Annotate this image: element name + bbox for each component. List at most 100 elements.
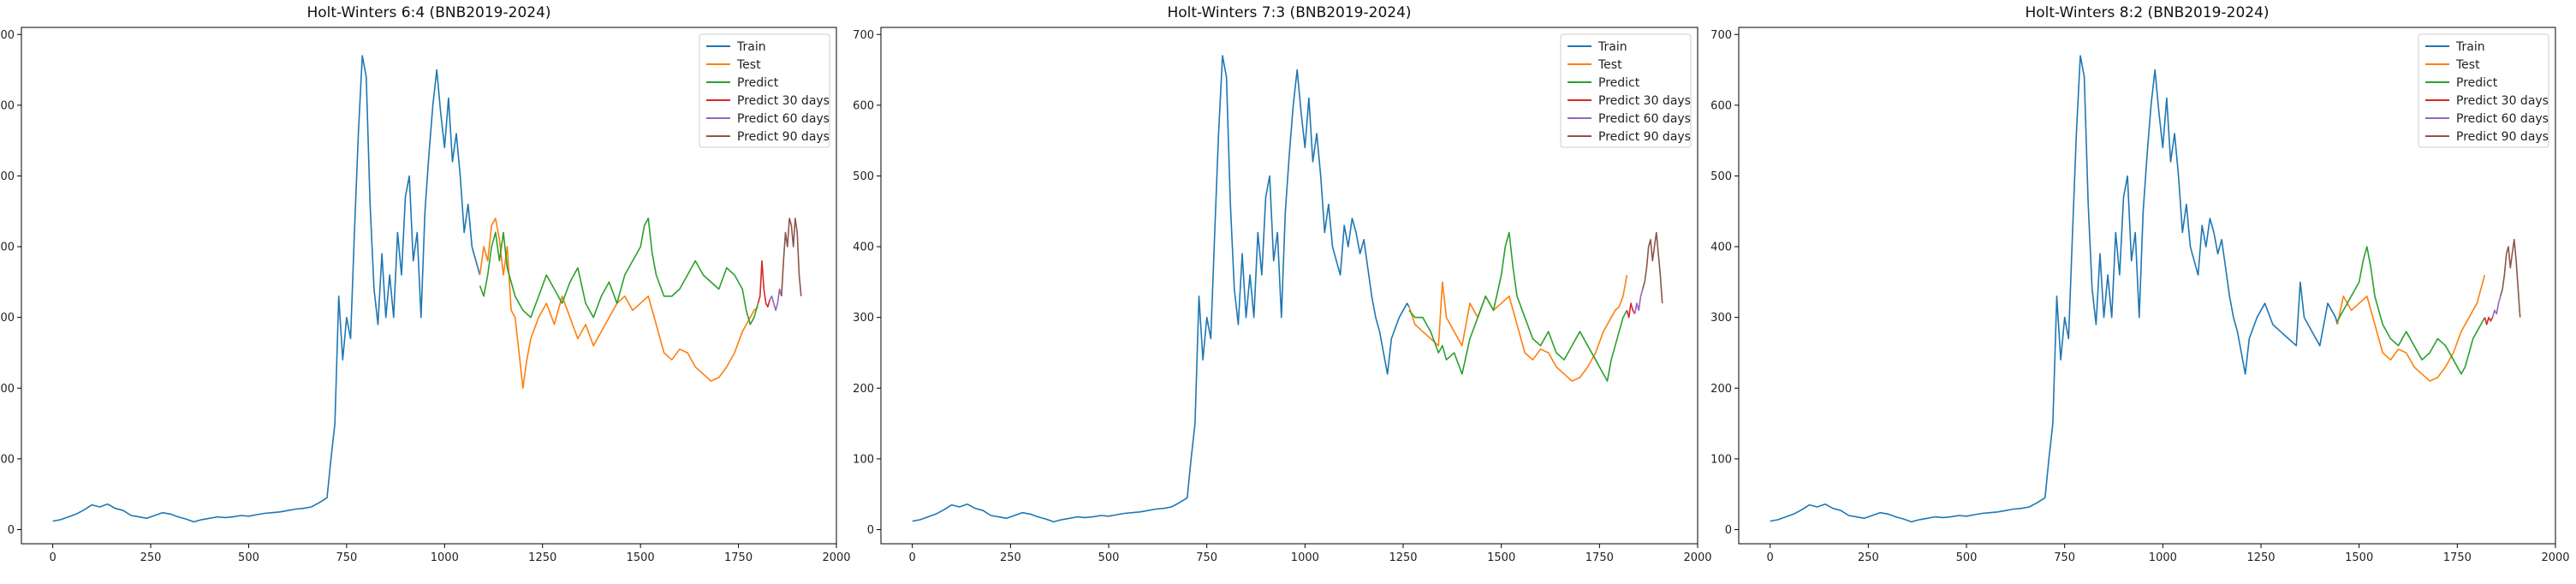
- chart-panel-2: Holt-Winters 7:3 (BNB2019-2024) 0 250 500 75…: [853, 4, 1711, 564]
- y-tick-label: 500: [853, 170, 874, 183]
- y-tick-label: 200: [0, 383, 15, 396]
- legend-label: Train: [1597, 40, 1627, 54]
- x-tick-label: 750: [2054, 551, 2075, 564]
- x-tick-label: 250: [140, 551, 162, 564]
- series-group: [1770, 55, 2521, 523]
- x-tick-label: 2000: [822, 551, 850, 564]
- legend-label: Predict 90 days: [737, 130, 830, 144]
- series-line-predict-90-days: [2500, 238, 2521, 318]
- legend-label: Test: [736, 58, 761, 72]
- series-line-predict-60-days: [1633, 289, 1644, 314]
- y-tick-label: 0: [1725, 524, 1732, 537]
- legend-label: Predict 30 days: [2456, 94, 2549, 108]
- y-tick-label: 700: [1710, 29, 1732, 42]
- y-tick-label: 500: [1710, 170, 1732, 183]
- y-tick-label: 0: [8, 524, 15, 537]
- y-tick-label: 300: [1710, 312, 1732, 325]
- x-tick-label: 1250: [528, 551, 556, 564]
- x-tick-label: 250: [1858, 551, 1879, 564]
- x-tick-label: 1000: [431, 551, 459, 564]
- legend-label: Predict 60 days: [737, 112, 830, 126]
- x-tick-label: 750: [1196, 551, 1217, 564]
- legend-label: Predict: [1598, 76, 1640, 90]
- plot-frame: [1738, 27, 2556, 545]
- series-line-train: [912, 55, 1410, 523]
- plot-frame: [880, 27, 1698, 545]
- y-tick-label: 600: [853, 99, 874, 112]
- series-line-train: [1770, 55, 2339, 523]
- x-tick-label: 1000: [2149, 551, 2177, 564]
- legend-label: Predict: [2456, 76, 2498, 90]
- y-tick-label: 500: [0, 170, 15, 183]
- x-tick-label: 1750: [724, 551, 753, 564]
- series-line-predict-90-days: [1642, 231, 1663, 304]
- chart-title: Holt-Winters 8:2 (BNB2019-2024): [2025, 4, 2269, 21]
- series-line-predict: [1408, 231, 1628, 382]
- series-line-train: [52, 55, 481, 523]
- series-line-test: [2336, 274, 2486, 382]
- legend-label: Predict 30 days: [737, 94, 830, 108]
- legend-label: Test: [2455, 58, 2480, 72]
- legend-box: [699, 33, 830, 148]
- y-tick-label: 100: [0, 453, 15, 466]
- x-tick-label: 1250: [1389, 551, 1417, 564]
- legend-label: Predict 90 days: [2456, 130, 2549, 144]
- y-tick-label: 100: [853, 453, 874, 466]
- y-tick-label: 0: [867, 524, 874, 537]
- x-tick-label: 500: [1956, 551, 1978, 564]
- series-group: [52, 55, 802, 523]
- series-line-predict-90-days: [781, 218, 802, 296]
- plot-frame: [21, 27, 837, 545]
- series-line-predict-30-days: [1626, 302, 1636, 319]
- series-line-test: [1408, 274, 1628, 382]
- x-tick-label: 0: [49, 551, 56, 564]
- legend-label: Predict 60 days: [2456, 112, 2549, 126]
- y-tick-label: 100: [1710, 453, 1732, 466]
- y-tick-label: 600: [1710, 99, 1732, 112]
- x-tick-label: 500: [1098, 551, 1120, 564]
- y-tick-label: 400: [1710, 241, 1732, 254]
- legend: Train Test Predict Predict 30 days Predict 6…: [699, 33, 830, 148]
- chart-panel-1: Holt-Winters 6:4 (BNB2019-2024) 0 250 500 75…: [0, 4, 851, 564]
- series-line-predict: [479, 218, 759, 325]
- x-tick-label: 2000: [1683, 551, 1711, 564]
- chart-title: Holt-Winters 6:4 (BNB2019-2024): [306, 4, 550, 21]
- y-tick-label: 300: [0, 312, 15, 325]
- x-tick-label: 1250: [2246, 551, 2275, 564]
- x-tick-label: 250: [1000, 551, 1021, 564]
- chart-title: Holt-Winters 7:3 (BNB2019-2024): [1167, 4, 1411, 21]
- y-tick-label: 200: [1710, 383, 1732, 396]
- legend-label: Train: [2455, 40, 2485, 54]
- legend: Train Test Predict Predict 30 days Predict 6…: [1560, 33, 1692, 148]
- y-tick-label: 200: [853, 383, 874, 396]
- x-tick-label: 1000: [1291, 551, 1319, 564]
- y-tick-label: 400: [0, 241, 15, 254]
- y-tick-label: 700: [0, 29, 15, 42]
- legend-label: Predict 90 days: [1598, 130, 1691, 144]
- x-tick-label: 750: [336, 551, 357, 564]
- series-line-predict: [2336, 246, 2486, 375]
- x-tick-label: 1750: [1585, 551, 1614, 564]
- x-tick-label: 500: [238, 551, 259, 564]
- series-line-predict-30-days: [757, 259, 770, 308]
- legend-label: Predict: [737, 76, 779, 90]
- y-tick-label: 300: [853, 312, 874, 325]
- x-tick-label: 2000: [2541, 551, 2569, 564]
- legend-label: Train: [736, 40, 766, 54]
- x-tick-label: 1750: [2443, 551, 2472, 564]
- series-line-predict-60-days: [2491, 295, 2502, 318]
- x-tick-label: 1500: [2345, 551, 2373, 564]
- y-tick-label: 700: [853, 29, 874, 42]
- series-line-test: [479, 218, 759, 390]
- series-line-predict-30-days: [2484, 316, 2494, 325]
- legend-box: [2418, 33, 2549, 148]
- y-tick-label: 400: [853, 241, 874, 254]
- legend: Train Test Predict Predict 30 days Predict 6…: [2418, 33, 2549, 148]
- y-tick-label: 600: [0, 99, 15, 112]
- legend-label: Test: [1597, 58, 1622, 72]
- series-group: [912, 55, 1663, 523]
- series-line-predict-60-days: [769, 288, 782, 312]
- legend-label: Predict 30 days: [1598, 94, 1691, 108]
